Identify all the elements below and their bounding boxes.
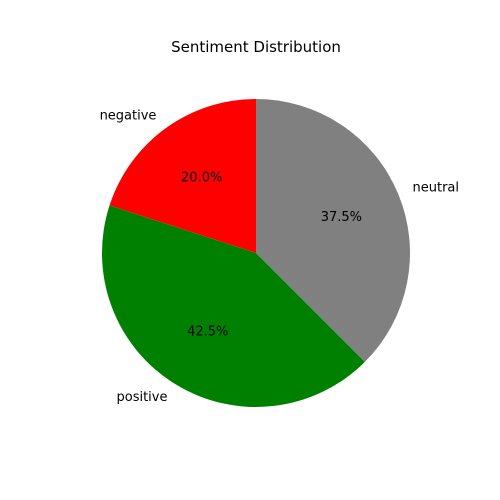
pie-slices xyxy=(102,98,411,408)
slice-percent-negative: 20.0% xyxy=(181,171,222,186)
pie-slice-positive xyxy=(102,205,365,408)
slice-label-neutral: neutral xyxy=(413,181,460,196)
pie-slice-neutral xyxy=(256,98,411,362)
slice-percent-neutral: 37.5% xyxy=(321,210,362,225)
slice-percent-positive: 42.5% xyxy=(187,324,228,339)
chart-title: Sentiment Distribution xyxy=(171,38,341,56)
slice-label-negative: negative xyxy=(100,108,157,123)
pie-slice-negative xyxy=(109,99,257,253)
slice-label-positive: positive xyxy=(116,390,167,405)
pie-labels: negative 20.0% positive 42.5% neutral 37.5% xyxy=(100,108,459,404)
